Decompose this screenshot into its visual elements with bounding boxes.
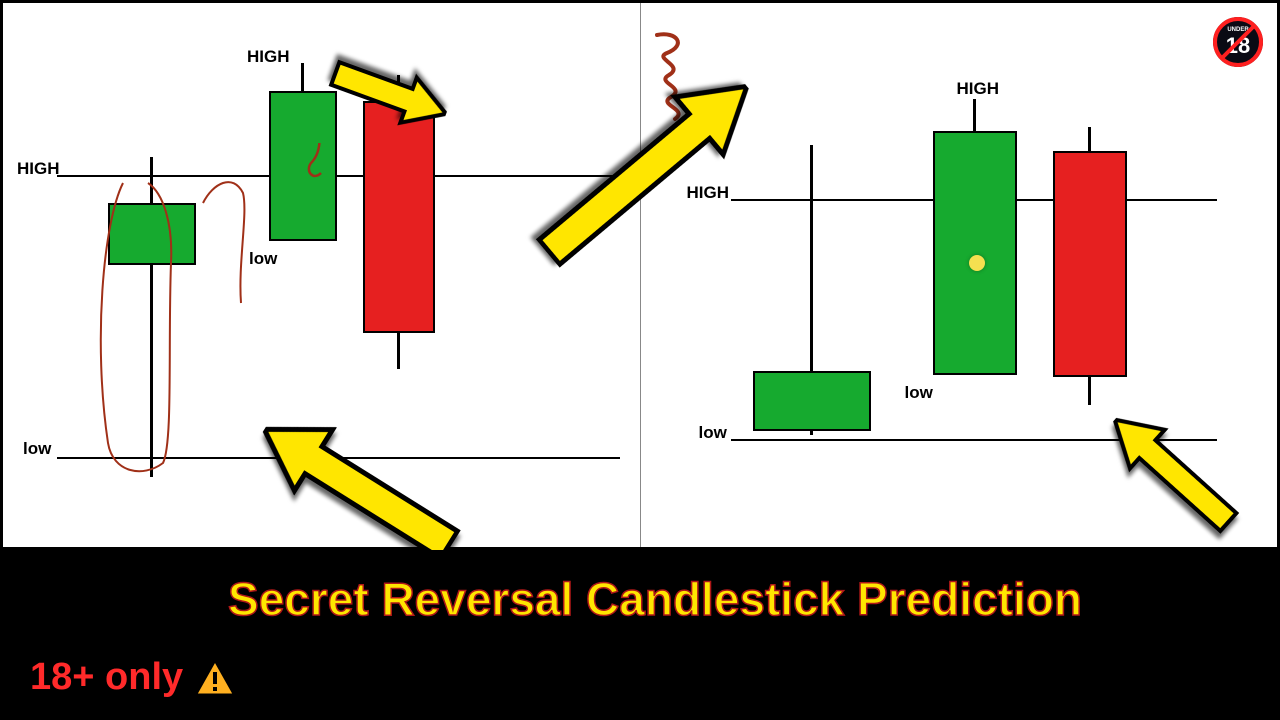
no-under-18-icon: UNDER 18	[1211, 15, 1265, 69]
label-high-top: HIGH	[957, 79, 1000, 99]
main-title: Secret Reversal Candlestick Prediction	[30, 571, 1280, 638]
cursor-dot	[969, 255, 985, 271]
label-low-left: low	[699, 423, 727, 443]
svg-text:Secret Reversal Candlestick Pr: Secret Reversal Candlestick Prediction	[228, 573, 1082, 625]
age-warning: 18+ only	[30, 656, 1280, 699]
right-chart-panel: HIGH HIGH low low	[641, 3, 1278, 547]
arrow-bottom-right-panel	[1091, 397, 1250, 549]
left-chart-panel: HIGH HIGH low low	[3, 3, 641, 547]
title-bar: Secret Reversal Candlestick Prediction 1…	[0, 550, 1280, 720]
svg-text:18: 18	[1226, 33, 1250, 58]
label-high-top: HIGH	[247, 47, 290, 67]
label-low-mid: low	[905, 383, 933, 403]
label-high-left: HIGH	[17, 159, 60, 179]
warning-icon	[195, 660, 235, 696]
label-low-left: low	[23, 439, 51, 459]
